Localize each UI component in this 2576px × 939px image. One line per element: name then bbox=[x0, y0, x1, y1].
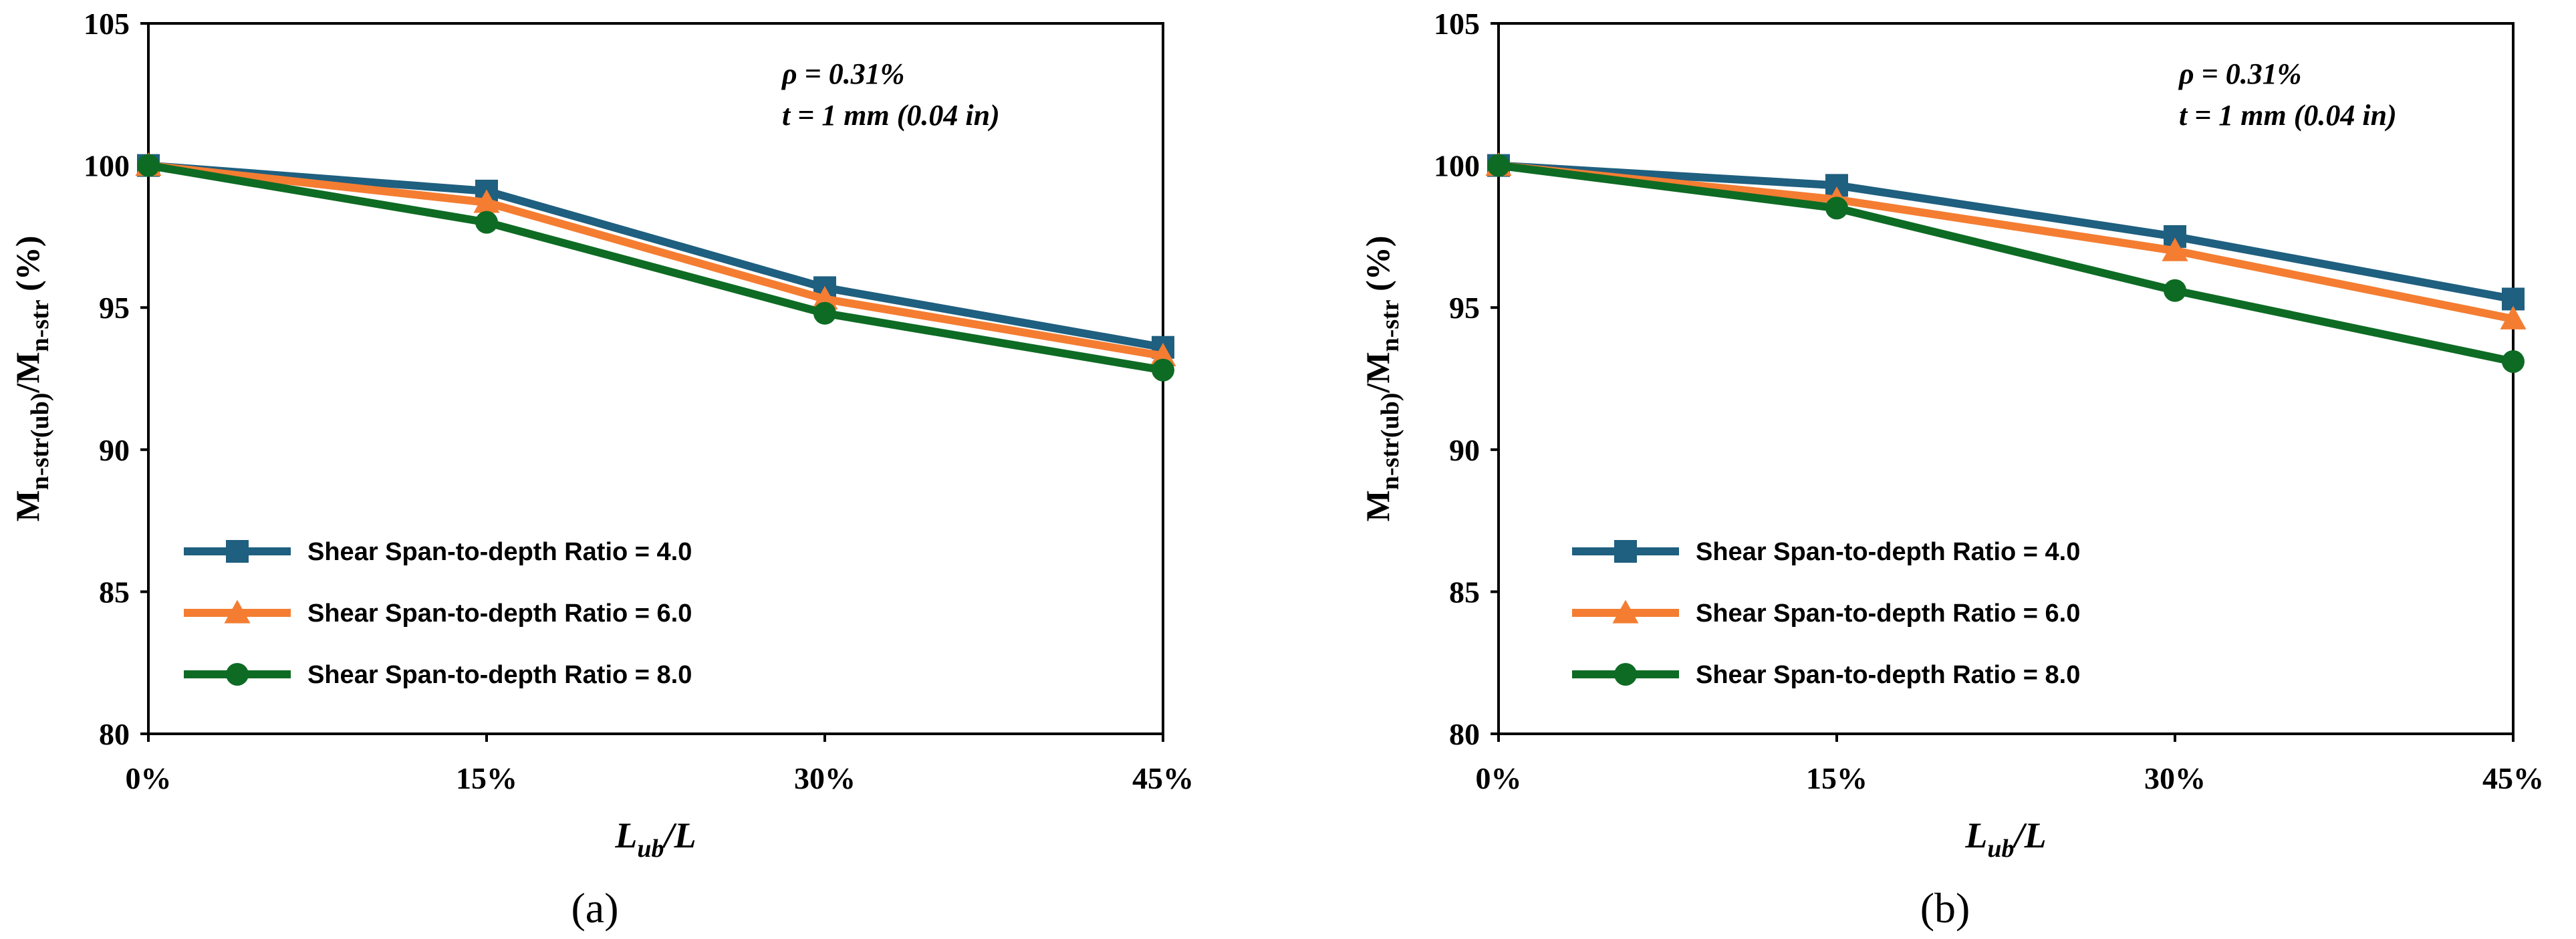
series-line bbox=[148, 161, 1164, 360]
annotation-text: t = 1 mm (0.04 in) bbox=[2179, 99, 2397, 132]
circle-marker bbox=[1152, 358, 1174, 382]
y-tick-label: 100 bbox=[84, 149, 130, 183]
series-triangle bbox=[1485, 152, 2527, 329]
y-axis-title: Mn-str(ub)/Mn-str (%) bbox=[9, 236, 54, 522]
triangle-marker bbox=[2162, 237, 2188, 261]
y-axis-title: Mn-str(ub)/Mn-str (%) bbox=[1359, 236, 1404, 522]
x-axis-title: Lub/L bbox=[614, 815, 696, 863]
y-tick-label: 80 bbox=[1449, 717, 1480, 751]
legend-entry: Shear Span-to-depth Ratio = 8.0 bbox=[307, 661, 692, 689]
legend-entry: Shear Span-to-depth Ratio = 6.0 bbox=[1696, 599, 2080, 628]
x-tick-label: 30% bbox=[2144, 761, 2206, 795]
circle-marker bbox=[1487, 154, 1510, 177]
x-tick-label: 15% bbox=[456, 761, 517, 795]
y-tick-label: 100 bbox=[1434, 149, 1480, 183]
triangle-marker bbox=[1612, 599, 1639, 624]
triangle-marker bbox=[473, 189, 500, 213]
y-tick-label: 95 bbox=[99, 291, 130, 325]
series-line bbox=[148, 161, 1164, 352]
series-circle bbox=[1487, 154, 2525, 373]
legend-entry: Shear Span-to-depth Ratio = 4.0 bbox=[307, 538, 692, 566]
x-tick-label: 45% bbox=[1132, 761, 1194, 795]
series-line bbox=[1498, 161, 2515, 366]
x-tick-label: 0% bbox=[126, 761, 172, 795]
series-line bbox=[1498, 161, 2515, 323]
legend: Shear Span-to-depth Ratio = 4.0 Shear Spa… bbox=[184, 538, 692, 689]
legend-entry: Shear Span-to-depth Ratio = 4.0 bbox=[1696, 538, 2080, 566]
panel-label: (a) bbox=[571, 884, 618, 932]
y-tick-label: 105 bbox=[84, 7, 130, 41]
annotation-text: t = 1 mm (0.04 in) bbox=[782, 99, 1000, 132]
chart-panel-b: 80 85 90 95 100 105 0% 15% 30% 45% Lub/L Mn-str(ub)… bbox=[1359, 7, 2544, 932]
y-tick-label: 85 bbox=[99, 575, 130, 609]
legend: Shear Span-to-depth Ratio = 4.0 Shear Spa… bbox=[1572, 538, 2080, 689]
series-line bbox=[148, 161, 1164, 374]
y-tick-label: 85 bbox=[1449, 575, 1480, 609]
legend-entry: Shear Span-to-depth Ratio = 8.0 bbox=[1696, 661, 2080, 689]
x-tick-label: 45% bbox=[2482, 761, 2544, 795]
series-triangle bbox=[135, 152, 1176, 367]
legend-entry: Shear Span-to-depth Ratio = 6.0 bbox=[307, 599, 692, 628]
circle-marker bbox=[2502, 350, 2525, 373]
series-circle bbox=[137, 154, 1174, 382]
annotation-text: ρ = 0.31% bbox=[2178, 57, 2301, 90]
y-tick-label: 80 bbox=[99, 717, 130, 751]
chart-panel-a: 80 85 90 95 100 105 0% 15% 30% 45% Lub/L Mn-str(ub)… bbox=[9, 7, 1194, 932]
y-tick-label: 90 bbox=[99, 433, 130, 467]
triangle-marker bbox=[1150, 342, 1176, 367]
circle-marker bbox=[226, 663, 249, 686]
x-tick-label: 15% bbox=[1806, 761, 1867, 795]
annotation-text: ρ = 0.31% bbox=[781, 57, 904, 90]
square-marker bbox=[1614, 540, 1637, 563]
circle-marker bbox=[1614, 663, 1637, 686]
triangle-marker bbox=[224, 599, 251, 624]
circle-marker bbox=[475, 211, 498, 234]
square-marker bbox=[226, 540, 249, 563]
x-axis-title: Lub/L bbox=[1964, 815, 2046, 863]
circle-marker bbox=[137, 154, 160, 177]
circle-marker bbox=[2164, 279, 2186, 302]
plot-frame bbox=[1497, 22, 2515, 735]
circle-marker bbox=[1825, 196, 1848, 220]
x-tick-label: 30% bbox=[794, 761, 856, 795]
panel-label: (b) bbox=[1920, 884, 1970, 932]
triangle-marker bbox=[811, 285, 838, 310]
y-tick-label: 105 bbox=[1434, 7, 1480, 41]
y-tick-label: 95 bbox=[1449, 291, 1480, 325]
circle-marker bbox=[813, 301, 836, 325]
series-line bbox=[1498, 161, 2515, 303]
triangle-marker bbox=[2500, 305, 2527, 329]
y-tick-label: 90 bbox=[1449, 433, 1480, 467]
x-tick-label: 0% bbox=[1476, 761, 1522, 795]
